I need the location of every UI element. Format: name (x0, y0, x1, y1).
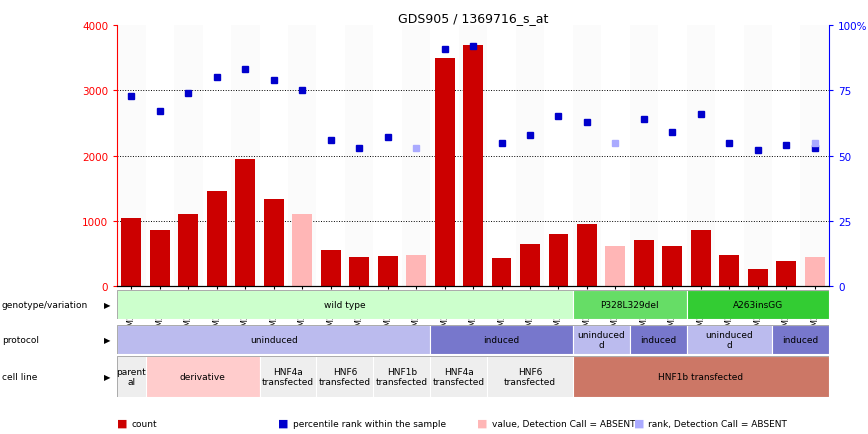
Bar (606, 246, 625, 286)
Bar (117, 291, 573, 319)
Bar (117, 26, 146, 286)
Bar (776, 261, 796, 286)
Bar (516, 26, 544, 286)
Bar (748, 270, 767, 286)
Text: ▶: ▶ (104, 335, 110, 344)
Text: induced: induced (640, 335, 676, 344)
Bar (321, 250, 340, 286)
Text: induced: induced (483, 335, 520, 344)
Text: percentile rank within the sample: percentile rank within the sample (293, 419, 445, 427)
Text: HNF6
transfected: HNF6 transfected (319, 367, 371, 386)
Bar (150, 230, 170, 286)
Bar (629, 26, 658, 286)
Bar (293, 215, 312, 286)
Text: HNF4a
transfected: HNF4a transfected (433, 367, 485, 386)
Bar (345, 26, 373, 286)
Text: HNF1b transfected: HNF1b transfected (658, 372, 743, 381)
Bar (402, 26, 431, 286)
Text: count: count (132, 419, 158, 427)
Bar (406, 255, 426, 286)
Text: HNF6
transfected: HNF6 transfected (504, 367, 556, 386)
Bar (573, 326, 629, 354)
Bar (687, 326, 772, 354)
Bar (805, 258, 825, 286)
Bar (179, 215, 198, 286)
Text: HNF1b
transfected: HNF1b transfected (376, 367, 428, 386)
Bar (146, 356, 260, 397)
Bar (573, 291, 687, 319)
Bar (629, 326, 687, 354)
Text: genotype/variation: genotype/variation (2, 300, 88, 309)
Bar (687, 291, 829, 319)
Text: protocol: protocol (2, 335, 39, 344)
Bar (378, 256, 398, 286)
Bar (435, 59, 455, 286)
Bar (662, 247, 682, 286)
Bar (231, 26, 260, 286)
Text: ■: ■ (278, 418, 288, 428)
Text: ■: ■ (477, 418, 488, 428)
Bar (491, 258, 511, 286)
Bar (235, 160, 255, 286)
Bar (431, 326, 573, 354)
Bar (634, 241, 654, 286)
Bar (117, 356, 146, 397)
Bar (549, 234, 569, 286)
Bar (431, 356, 487, 397)
Text: P328L329del: P328L329del (601, 300, 659, 309)
Text: HNF4a
transfected: HNF4a transfected (262, 367, 314, 386)
Text: A263insGG: A263insGG (733, 300, 783, 309)
Bar (744, 26, 772, 286)
Bar (207, 191, 227, 286)
Bar (577, 225, 597, 286)
Bar (520, 244, 540, 286)
Bar (117, 326, 431, 354)
Bar (264, 199, 284, 286)
Bar (373, 356, 431, 397)
Bar (174, 26, 202, 286)
Bar (288, 26, 317, 286)
Text: uninduced
d: uninduced d (706, 330, 753, 349)
Bar (349, 257, 369, 286)
Text: ▶: ▶ (104, 372, 110, 381)
Bar (720, 256, 740, 286)
Text: cell line: cell line (2, 372, 37, 381)
Text: ▶: ▶ (104, 300, 110, 309)
Text: derivative: derivative (180, 372, 226, 381)
Bar (260, 356, 317, 397)
Bar (573, 26, 602, 286)
Text: induced: induced (782, 335, 819, 344)
Text: uninduced: uninduced (250, 335, 298, 344)
Bar (687, 26, 715, 286)
Bar (464, 46, 483, 286)
Bar (317, 356, 373, 397)
Bar (772, 326, 829, 354)
Text: uninduced
d: uninduced d (577, 330, 625, 349)
Bar (573, 356, 829, 397)
Text: wild type: wild type (324, 300, 365, 309)
Text: rank, Detection Call = ABSENT: rank, Detection Call = ABSENT (648, 419, 787, 427)
Text: parent
al: parent al (116, 367, 147, 386)
Bar (800, 26, 829, 286)
Bar (691, 230, 711, 286)
Bar (487, 356, 573, 397)
Title: GDS905 / 1369716_s_at: GDS905 / 1369716_s_at (398, 12, 549, 25)
Bar (459, 26, 487, 286)
Bar (122, 218, 141, 286)
Text: ■: ■ (634, 418, 644, 428)
Text: ■: ■ (117, 418, 128, 428)
Text: value, Detection Call = ABSENT: value, Detection Call = ABSENT (492, 419, 635, 427)
